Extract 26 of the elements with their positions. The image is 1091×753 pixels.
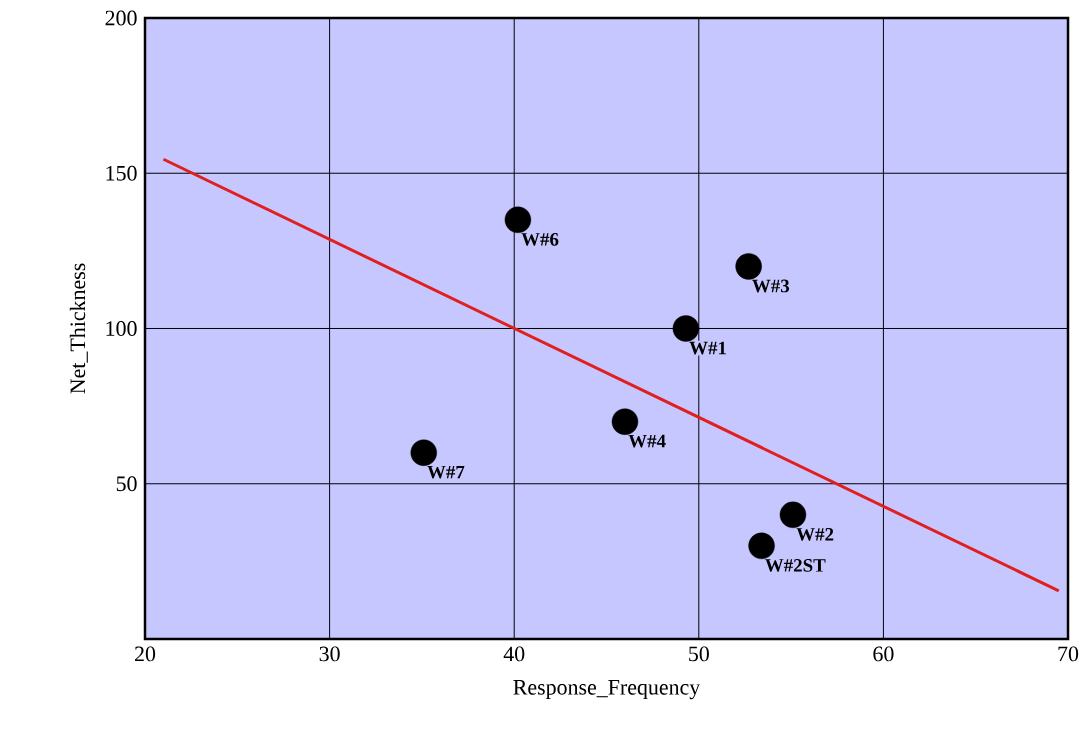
x-tick-label: 30: [319, 646, 340, 662]
annotation: W#2ST: [765, 559, 826, 572]
point: [611, 408, 639, 435]
annotation: W#6: [521, 233, 559, 246]
annotation: W#2: [796, 528, 834, 541]
annotation: W#3: [752, 279, 790, 293]
point: [504, 206, 532, 234]
x-tick-label: 60: [873, 646, 894, 662]
y-tick-label: 150: [106, 165, 137, 181]
x-tick-label: 50: [689, 646, 709, 662]
annotation: W#4: [628, 434, 666, 448]
point: [735, 253, 762, 280]
point: [779, 501, 807, 528]
x-tick-label: 40: [503, 646, 525, 662]
y-tick-label: 100: [106, 321, 137, 336]
y-tick-label: 200: [105, 10, 137, 26]
x-axis-title: Response_Frequency: [513, 680, 701, 700]
y-tick-label: 50: [116, 476, 137, 492]
y-axis-title: Net_Thickness: [69, 263, 88, 394]
point: [748, 532, 775, 560]
annotation: W#7: [427, 465, 465, 479]
annotation: W#1: [689, 341, 726, 355]
point: [410, 439, 437, 466]
x-tick-label: 70: [1058, 646, 1079, 662]
point: [672, 315, 700, 342]
x-tick-label: 20: [135, 646, 156, 662]
